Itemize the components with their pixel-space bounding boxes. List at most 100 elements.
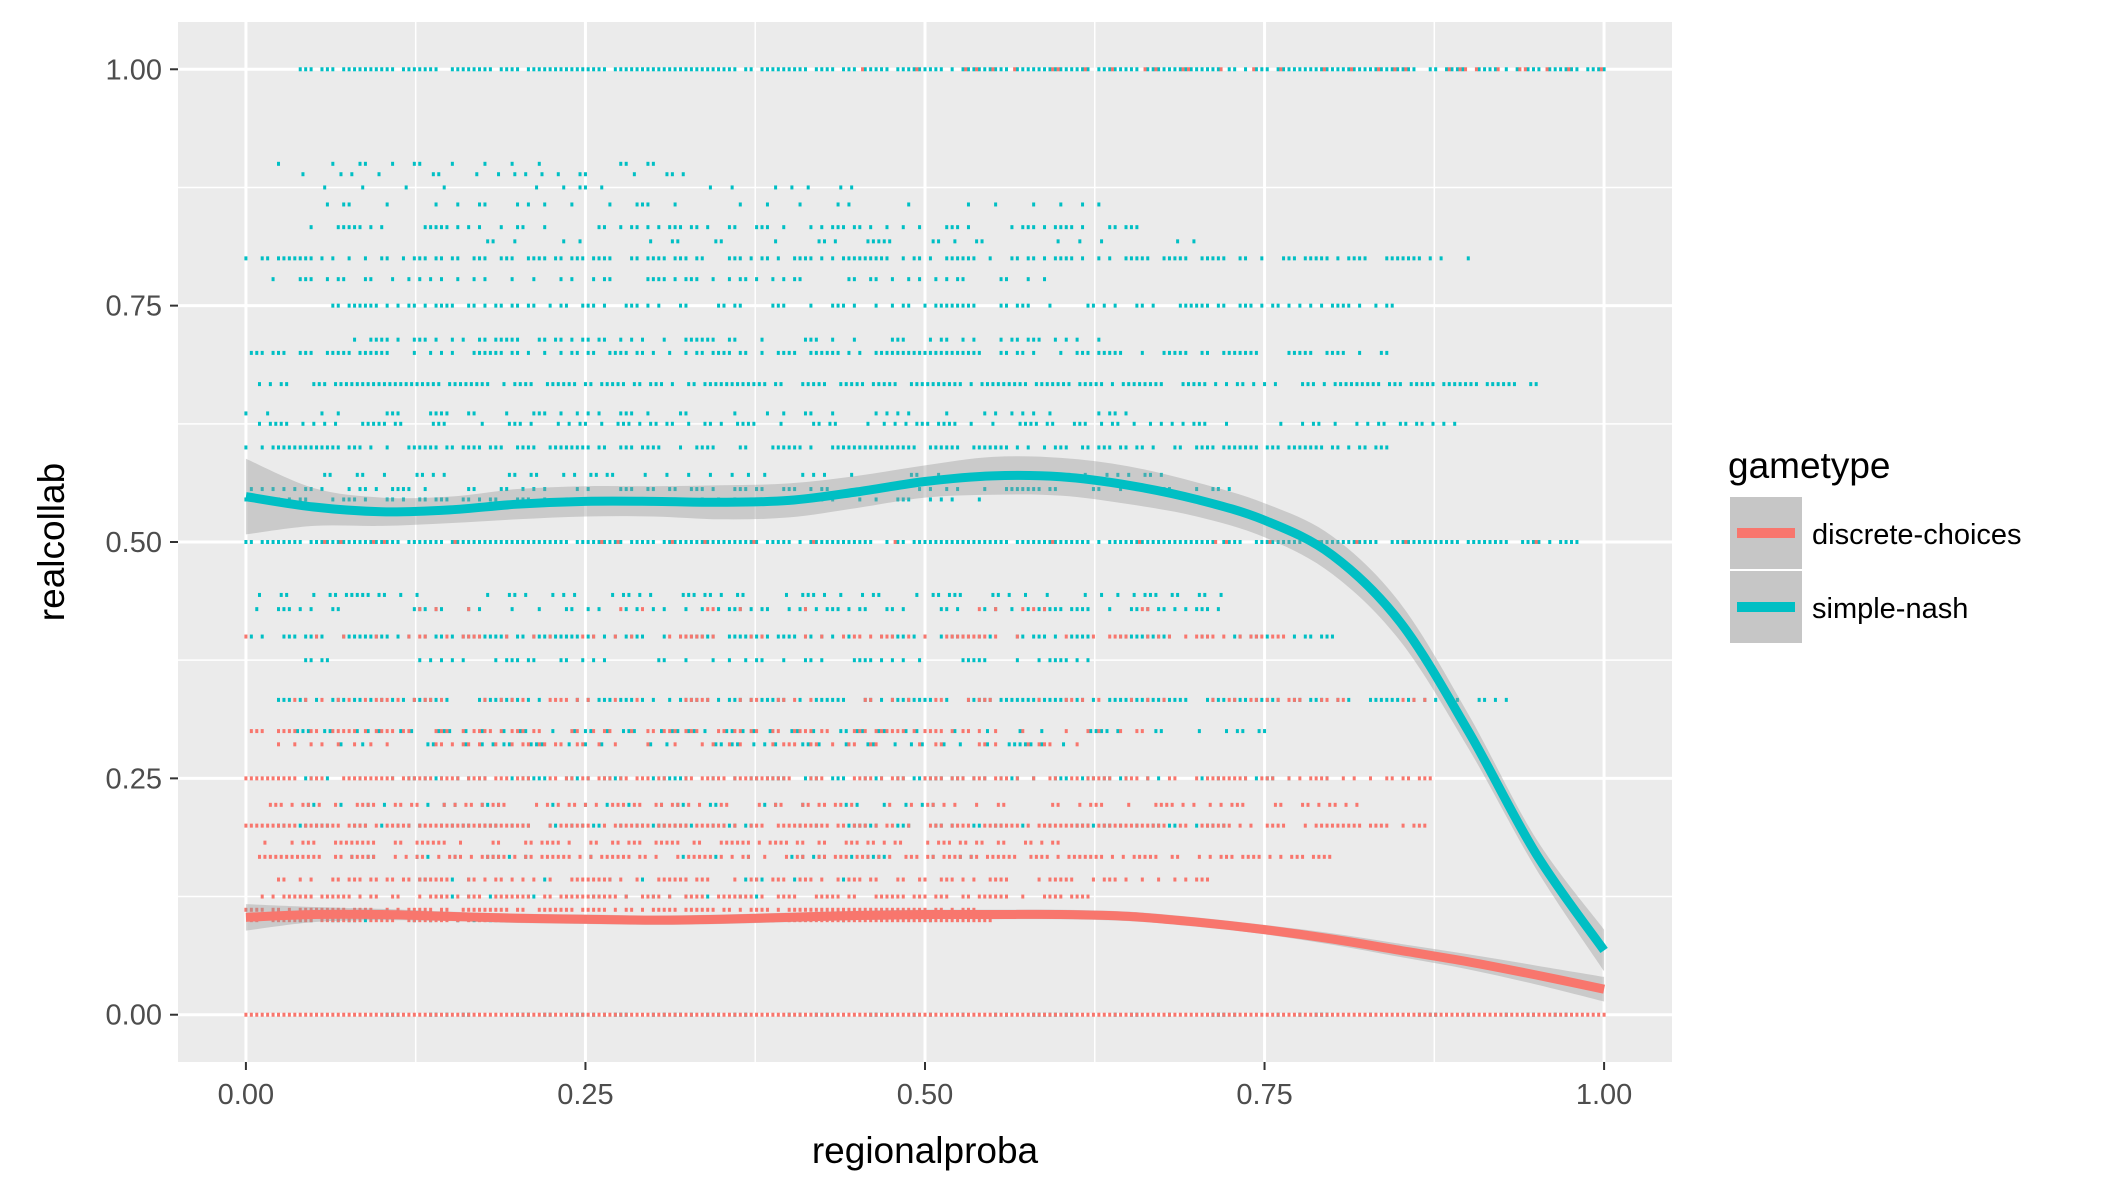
simple-nash-point	[673, 67, 677, 72]
simple-nash-point	[353, 497, 357, 502]
simple-nash-point	[450, 303, 454, 308]
discrete-choices-point	[342, 729, 346, 734]
y-axis: 0.000.250.500.751.00	[106, 54, 178, 1032]
simple-nash-point	[369, 67, 373, 72]
simple-nash-point	[966, 256, 970, 261]
discrete-choices-point	[380, 729, 384, 734]
simple-nash-point	[1330, 303, 1334, 308]
simple-nash-point	[1075, 658, 1079, 663]
discrete-choices-point	[467, 1012, 471, 1017]
discrete-choices-point	[1140, 729, 1144, 734]
simple-nash-point	[1129, 540, 1133, 544]
discrete-choices-point	[505, 894, 509, 899]
simple-nash-point	[961, 67, 965, 72]
simple-nash-point	[1216, 67, 1220, 72]
discrete-choices-point	[1510, 1012, 1514, 1017]
legend: gametype discrete-choices simple-nash	[1728, 445, 2022, 643]
discrete-choices-point	[798, 823, 802, 828]
simple-nash-point	[613, 776, 617, 781]
simple-nash-point	[1385, 67, 1389, 72]
discrete-choices-point	[635, 823, 639, 828]
discrete-choices-point	[385, 877, 389, 882]
discrete-choices-point	[738, 894, 742, 899]
discrete-choices-point	[630, 1012, 634, 1017]
discrete-choices-point	[1548, 1012, 1552, 1017]
simple-nash-point	[385, 256, 389, 261]
discrete-choices-point	[613, 742, 617, 747]
simple-nash-point	[1026, 445, 1030, 450]
discrete-choices-point	[950, 823, 954, 828]
simple-nash-point	[347, 303, 351, 308]
discrete-choices-point	[966, 729, 970, 734]
discrete-choices-point	[396, 894, 400, 899]
simple-nash-point	[1249, 350, 1253, 355]
simple-nash-point	[1146, 540, 1150, 544]
simple-nash-point	[1154, 592, 1158, 597]
simple-nash-point	[1333, 421, 1337, 426]
discrete-choices-point	[369, 907, 373, 912]
simple-nash-point	[293, 445, 297, 450]
simple-nash-point	[1469, 382, 1473, 387]
discrete-choices-point	[1015, 634, 1019, 639]
simple-nash-point	[918, 67, 922, 72]
simple-nash-point	[1004, 67, 1008, 72]
simple-nash-point	[499, 337, 503, 342]
discrete-choices-point	[1407, 1012, 1411, 1017]
simple-nash-point	[619, 225, 623, 230]
simple-nash-point	[757, 382, 761, 387]
simple-nash-point	[1374, 67, 1378, 72]
simple-nash-point	[1091, 823, 1095, 828]
simple-nash-point	[1586, 67, 1590, 72]
simple-nash-point	[1238, 445, 1242, 450]
discrete-choices-point	[581, 776, 585, 781]
discrete-choices-point	[1355, 540, 1359, 544]
discrete-choices-point	[418, 634, 422, 639]
discrete-choices-point	[564, 776, 568, 781]
discrete-choices-point	[771, 877, 775, 882]
simple-nash-point	[687, 592, 691, 597]
discrete-choices-point	[852, 1012, 856, 1017]
simple-nash-point	[1151, 634, 1155, 639]
simple-nash-point	[325, 540, 329, 544]
discrete-choices-point	[1135, 823, 1139, 828]
discrete-choices-point	[309, 742, 313, 747]
discrete-choices-point	[662, 907, 666, 912]
simple-nash-point	[347, 445, 351, 450]
simple-nash-point	[581, 256, 585, 261]
discrete-choices-point	[988, 894, 992, 899]
simple-nash-point	[727, 607, 731, 612]
simple-nash-point	[513, 172, 517, 177]
simple-nash-point	[1325, 350, 1329, 355]
discrete-choices-point	[1279, 854, 1283, 859]
simple-nash-point	[1352, 540, 1356, 544]
simple-nash-point	[581, 445, 585, 450]
simple-nash-point	[1287, 350, 1291, 355]
simple-nash-point	[499, 445, 503, 450]
simple-nash-point	[755, 894, 759, 899]
simple-nash-point	[1037, 634, 1041, 639]
discrete-choices-point	[1078, 802, 1082, 807]
simple-nash-point	[1032, 634, 1036, 639]
simple-nash-point	[776, 540, 780, 544]
simple-nash-point	[524, 382, 528, 387]
discrete-choices-point	[1336, 697, 1340, 702]
discrete-choices-point	[695, 877, 699, 882]
simple-nash-point	[407, 277, 411, 282]
discrete-choices-point	[711, 776, 715, 781]
discrete-choices-point	[1148, 854, 1152, 859]
discrete-choices-point	[918, 907, 922, 912]
discrete-choices-point	[855, 854, 859, 859]
simple-nash-point	[985, 382, 989, 387]
simple-nash-point	[570, 634, 574, 639]
discrete-choices-point	[374, 823, 378, 828]
simple-nash-point	[350, 382, 354, 387]
discrete-choices-point	[749, 697, 753, 702]
simple-nash-point	[1159, 421, 1163, 426]
simple-nash-point	[934, 445, 938, 450]
simple-nash-point	[1320, 540, 1324, 544]
discrete-choices-point	[651, 729, 655, 734]
discrete-choices-point	[347, 697, 351, 702]
simple-nash-point	[646, 161, 650, 166]
simple-nash-point	[624, 67, 628, 72]
simple-nash-point	[611, 472, 615, 477]
